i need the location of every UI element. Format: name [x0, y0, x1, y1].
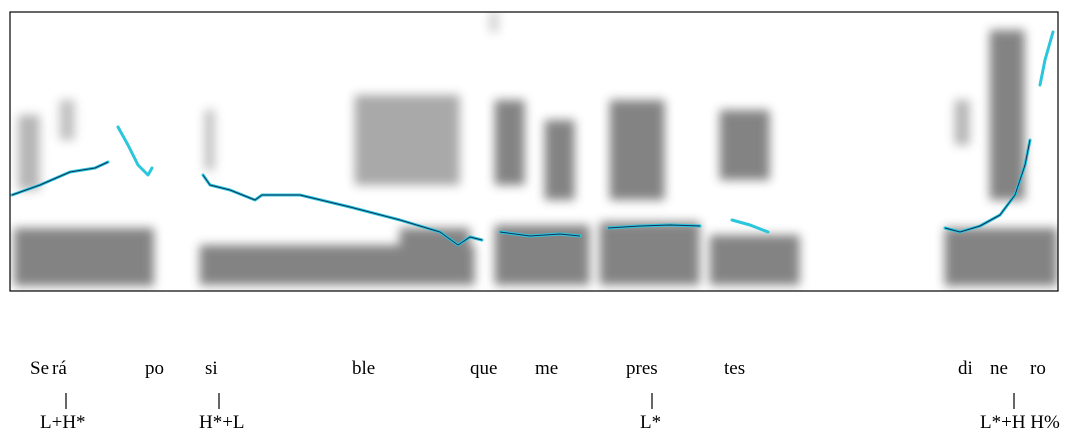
tone-label: H*+L — [199, 412, 245, 433]
syllable: po — [145, 358, 164, 379]
syllable: rá — [52, 358, 67, 379]
syllable: pres — [626, 358, 658, 379]
syllable: ble — [352, 358, 375, 379]
spectrogram-frame — [9, 11, 1059, 292]
syllable: me — [535, 358, 558, 379]
pitch-track — [10, 30, 1055, 247]
syllable: si — [205, 358, 218, 379]
syllable: ro — [1030, 358, 1046, 379]
syllable: Se — [30, 358, 49, 379]
spectrogram — [10, 12, 1058, 291]
syllable: tes — [724, 358, 745, 379]
tone-label: L*+H H% — [980, 412, 1060, 433]
tone-label: L+H* — [40, 412, 86, 433]
tones: L+H* H*+L L* L*+H H% — [40, 412, 1060, 433]
tone-markers — [65, 393, 1015, 409]
syllable: que — [470, 358, 497, 379]
syllable: ne — [990, 358, 1008, 379]
syllables: Se rá po si ble que me pres tes di ne ro — [30, 358, 1046, 379]
tone-label: L* — [640, 412, 661, 433]
syllable: di — [958, 358, 973, 379]
